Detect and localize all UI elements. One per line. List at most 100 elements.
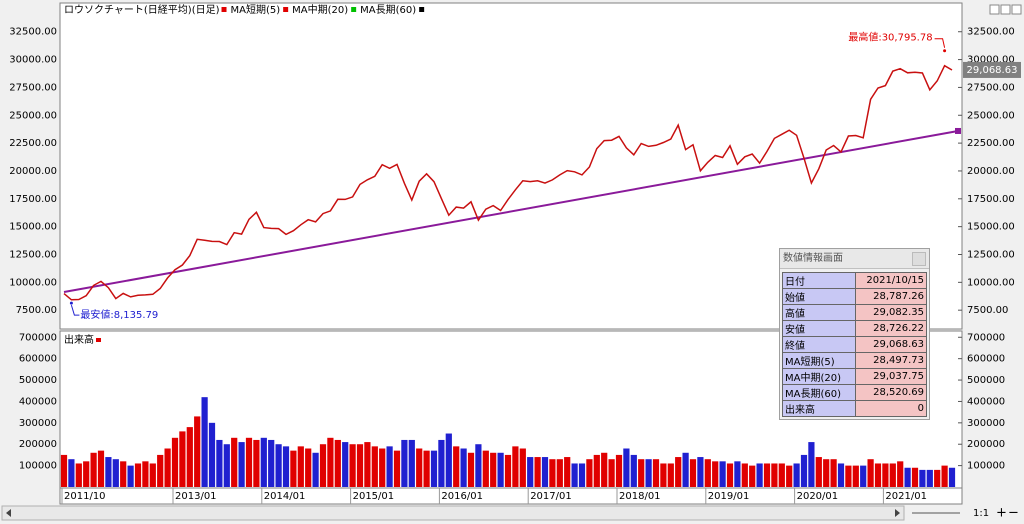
volume-bar bbox=[941, 465, 948, 487]
y-tick-label-right: 7500.00 bbox=[967, 305, 1008, 316]
x-tick-label: 2016/01 bbox=[441, 491, 483, 502]
info-row: MA中期(20) 29,037.75 bbox=[782, 368, 927, 385]
zoom-in[interactable]: + bbox=[996, 506, 1007, 521]
volume-bar bbox=[231, 437, 238, 487]
annotation-arrow bbox=[934, 38, 946, 48]
volume-bar bbox=[453, 446, 460, 487]
info-value: 29,082.35 bbox=[855, 304, 927, 321]
volume-bar bbox=[926, 469, 933, 487]
volume-bar bbox=[342, 442, 349, 487]
x-tick-label: 2013/01 bbox=[175, 491, 217, 502]
x-tick-label: 2015/01 bbox=[353, 491, 395, 502]
info-key: MA長期(60) bbox=[782, 384, 856, 401]
volume-bar bbox=[934, 469, 941, 487]
volume-bar bbox=[578, 463, 586, 487]
volume-bar bbox=[948, 467, 956, 487]
y-tick-label-right: 30000.00 bbox=[967, 55, 1015, 66]
zoom-out[interactable]: − bbox=[1008, 506, 1019, 521]
info-key: 出来高 bbox=[782, 400, 856, 417]
volume-bar bbox=[312, 452, 319, 487]
volume-bar bbox=[364, 442, 371, 487]
volume-bar bbox=[682, 452, 689, 487]
x-tick-label: 2021/01 bbox=[885, 491, 927, 502]
close-button[interactable] bbox=[912, 252, 926, 266]
volume-bar bbox=[356, 444, 364, 487]
volume-bar bbox=[482, 450, 489, 487]
x-tick-label: 2017/01 bbox=[530, 491, 572, 502]
volume-bar bbox=[142, 461, 149, 487]
y-tick-label: 700000 bbox=[19, 332, 57, 343]
info-value: 29,068.63 bbox=[855, 336, 927, 353]
y-tick-label-right: 20000.00 bbox=[967, 166, 1015, 177]
info-row: 高値 29,082.35 bbox=[782, 304, 927, 321]
volume-bar bbox=[823, 459, 830, 487]
legend-label: MA短期(5) bbox=[231, 3, 281, 16]
volume-bar bbox=[490, 452, 497, 487]
y-tick-label: 22500.00 bbox=[9, 138, 57, 149]
info-value: 0 bbox=[855, 400, 927, 417]
volume-bar bbox=[386, 446, 393, 487]
volume-bar bbox=[852, 465, 859, 487]
volume-bar bbox=[564, 457, 571, 487]
volume-bar bbox=[645, 459, 652, 487]
x-tick-label: 2014/01 bbox=[264, 491, 306, 502]
info-row: MA短期(5) 28,497.73 bbox=[782, 352, 927, 369]
volume-bar bbox=[534, 457, 541, 487]
zoom-label[interactable]: 1:1 bbox=[973, 508, 989, 519]
y-tick-label: 10000.00 bbox=[9, 277, 57, 288]
volume-bar bbox=[460, 448, 467, 487]
y-tick-label: 15000.00 bbox=[9, 222, 57, 233]
volume-bar bbox=[127, 465, 134, 487]
info-panel[interactable]: 数値情報画面 日付 2021/10/15 始値 28,787.26 高値 29,082.3… bbox=[779, 248, 930, 420]
volume-bar bbox=[638, 459, 645, 487]
info-key: 終値 bbox=[782, 336, 856, 353]
volume-bar bbox=[652, 459, 660, 487]
volume-bar bbox=[75, 463, 82, 487]
info-title: 数値情報画面 bbox=[783, 253, 843, 264]
volume-bar bbox=[889, 463, 896, 487]
y-tick-label-right: 32500.00 bbox=[967, 27, 1015, 38]
legend-swatch bbox=[283, 7, 289, 12]
y-tick-label: 500000 bbox=[19, 375, 57, 386]
volume-bar bbox=[105, 457, 112, 487]
info-value: 28,726.22 bbox=[855, 320, 927, 337]
x-tick-label: 2020/01 bbox=[797, 491, 839, 502]
window-buttons[interactable] bbox=[989, 4, 1022, 15]
volume-bar bbox=[697, 457, 704, 487]
volume-bar bbox=[615, 454, 623, 487]
y-tick-label-right: 300000 bbox=[967, 418, 1005, 429]
y-tick-label-right: 500000 bbox=[967, 375, 1005, 386]
volume-bar bbox=[371, 446, 378, 487]
x-tick-label: 2019/01 bbox=[708, 491, 750, 502]
legend-swatch bbox=[96, 338, 101, 342]
info-table: 日付 2021/10/15 始値 28,787.26 高値 29,082.35 安値 28,7… bbox=[782, 272, 927, 417]
trendline bbox=[63, 129, 959, 294]
chart-title: ロウソクチャート(日経平均)(日足) bbox=[64, 3, 220, 16]
volume-bar bbox=[756, 463, 763, 487]
volume-bar bbox=[438, 439, 445, 487]
info-value: 2021/10/15 bbox=[855, 272, 927, 289]
volume-bar bbox=[808, 442, 815, 487]
volume-bar bbox=[416, 448, 423, 487]
volume-bar bbox=[164, 448, 171, 487]
price-tag-label: 29,068.63 bbox=[967, 65, 1018, 76]
volume-bar bbox=[830, 459, 837, 487]
y-tick-label: 100000 bbox=[19, 461, 57, 472]
volume-bar bbox=[519, 448, 526, 487]
volume-bar bbox=[245, 437, 253, 487]
volume-bar bbox=[763, 463, 771, 487]
volume-bar bbox=[275, 444, 282, 487]
info-key: 日付 bbox=[782, 272, 856, 289]
y-tick-label-right: 12500.00 bbox=[967, 249, 1015, 260]
y-tick-label: 12500.00 bbox=[9, 249, 57, 260]
volume-bar bbox=[623, 448, 630, 487]
scrollbar[interactable] bbox=[1, 505, 960, 521]
y-tick-label: 17500.00 bbox=[9, 194, 57, 205]
volume-bar bbox=[327, 437, 334, 487]
info-key: 高値 bbox=[782, 304, 856, 321]
y-tick-label-right: 22500.00 bbox=[967, 138, 1015, 149]
info-panel-title: 数値情報画面 bbox=[780, 249, 929, 269]
annotation-label: 最安値:8,135.79 bbox=[80, 308, 158, 321]
volume-bar bbox=[712, 461, 719, 487]
